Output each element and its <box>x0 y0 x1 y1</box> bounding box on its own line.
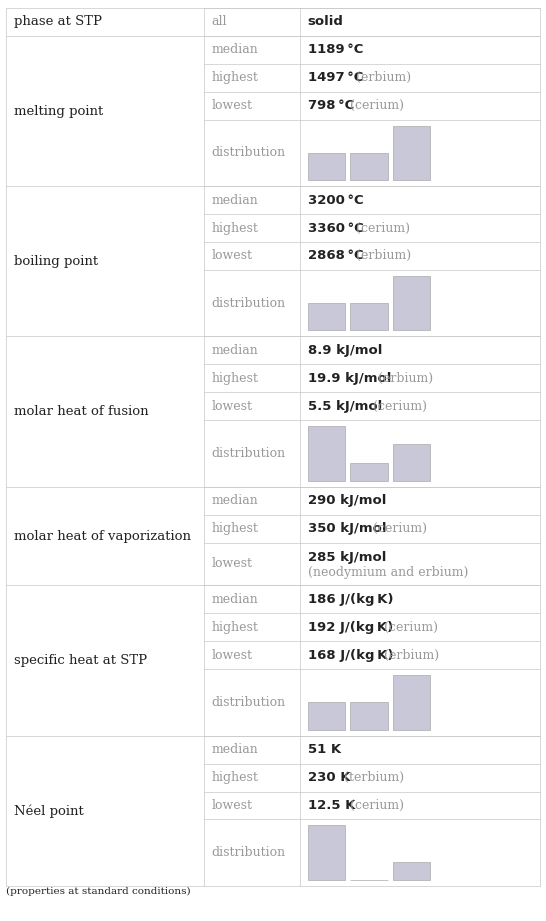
Bar <box>393 125 430 181</box>
Text: highest: highest <box>212 372 258 385</box>
Bar <box>308 426 345 481</box>
Text: phase at STP: phase at STP <box>14 16 102 29</box>
Bar <box>308 153 345 181</box>
Bar <box>351 303 388 331</box>
Text: 192 J/(kg K): 192 J/(kg K) <box>308 621 393 634</box>
Text: 19.9 kJ/mol: 19.9 kJ/mol <box>308 372 391 385</box>
Bar <box>393 862 430 880</box>
Text: median: median <box>212 743 258 756</box>
Text: median: median <box>212 495 258 507</box>
Text: distribution: distribution <box>212 447 286 460</box>
Text: (cerium): (cerium) <box>365 400 427 413</box>
Text: 8.9 kJ/mol: 8.9 kJ/mol <box>308 344 382 357</box>
Text: boiling point: boiling point <box>14 255 98 268</box>
Text: (properties at standard conditions): (properties at standard conditions) <box>6 887 191 896</box>
Text: (cerium): (cerium) <box>342 99 404 112</box>
Text: highest: highest <box>212 222 258 235</box>
Text: 1497 °C: 1497 °C <box>308 71 363 84</box>
Text: melting point: melting point <box>14 105 103 118</box>
Bar <box>351 703 388 729</box>
Text: lowest: lowest <box>212 99 253 112</box>
Text: lowest: lowest <box>212 557 253 570</box>
Bar <box>351 462 388 481</box>
Text: (neodymium and erbium): (neodymium and erbium) <box>308 566 468 579</box>
Text: lowest: lowest <box>212 250 253 262</box>
Text: 350 kJ/mol: 350 kJ/mol <box>308 522 386 535</box>
Text: highest: highest <box>212 522 258 535</box>
Text: 798 °C: 798 °C <box>308 99 354 112</box>
Bar <box>308 703 345 729</box>
Text: molar heat of vaporization: molar heat of vaporization <box>14 530 191 542</box>
Text: (erbium): (erbium) <box>348 71 411 84</box>
Text: highest: highest <box>212 621 258 634</box>
Text: 285 kJ/mol: 285 kJ/mol <box>308 551 386 564</box>
Bar <box>308 825 345 880</box>
Text: median: median <box>212 43 258 56</box>
Text: solid: solid <box>308 16 343 29</box>
Text: lowest: lowest <box>212 799 253 812</box>
Text: distribution: distribution <box>212 146 286 159</box>
Text: 3200 °C: 3200 °C <box>308 193 363 206</box>
Text: 1189 °C: 1189 °C <box>308 43 363 56</box>
Text: all: all <box>212 16 227 29</box>
Text: specific heat at STP: specific heat at STP <box>14 654 147 667</box>
Text: 5.5 kJ/mol: 5.5 kJ/mol <box>308 400 382 413</box>
Text: highest: highest <box>212 71 258 84</box>
Text: median: median <box>212 593 258 606</box>
Bar <box>308 303 345 331</box>
Bar <box>393 444 430 481</box>
Bar <box>351 153 388 181</box>
Text: (terbium): (terbium) <box>336 771 405 784</box>
Text: Néel point: Néel point <box>14 804 84 818</box>
Bar <box>393 675 430 729</box>
Text: median: median <box>212 193 258 206</box>
Text: lowest: lowest <box>212 400 253 413</box>
Text: (erbium): (erbium) <box>376 648 439 661</box>
Text: 2868 °C: 2868 °C <box>308 250 363 262</box>
Bar <box>393 276 430 331</box>
Text: (cerium): (cerium) <box>376 621 438 634</box>
Text: 290 kJ/mol: 290 kJ/mol <box>308 495 386 507</box>
Text: 230 K: 230 K <box>308 771 350 784</box>
Text: (erbium): (erbium) <box>348 250 411 262</box>
Text: (cerium): (cerium) <box>342 799 404 812</box>
Text: molar heat of fusion: molar heat of fusion <box>14 405 149 418</box>
Text: distribution: distribution <box>212 846 286 859</box>
Text: 3360 °C: 3360 °C <box>308 222 364 235</box>
Text: median: median <box>212 344 258 357</box>
Text: 186 J/(kg K): 186 J/(kg K) <box>308 593 393 606</box>
Text: (cerium): (cerium) <box>348 222 410 235</box>
Text: 12.5 K: 12.5 K <box>308 799 355 812</box>
Text: (cerium): (cerium) <box>365 522 427 535</box>
Text: 168 J/(kg K): 168 J/(kg K) <box>308 648 393 661</box>
Text: distribution: distribution <box>212 297 286 309</box>
Text: distribution: distribution <box>212 696 286 709</box>
Text: (erbium): (erbium) <box>370 372 434 385</box>
Text: lowest: lowest <box>212 648 253 661</box>
Text: highest: highest <box>212 771 258 784</box>
Text: 51 K: 51 K <box>308 743 341 756</box>
